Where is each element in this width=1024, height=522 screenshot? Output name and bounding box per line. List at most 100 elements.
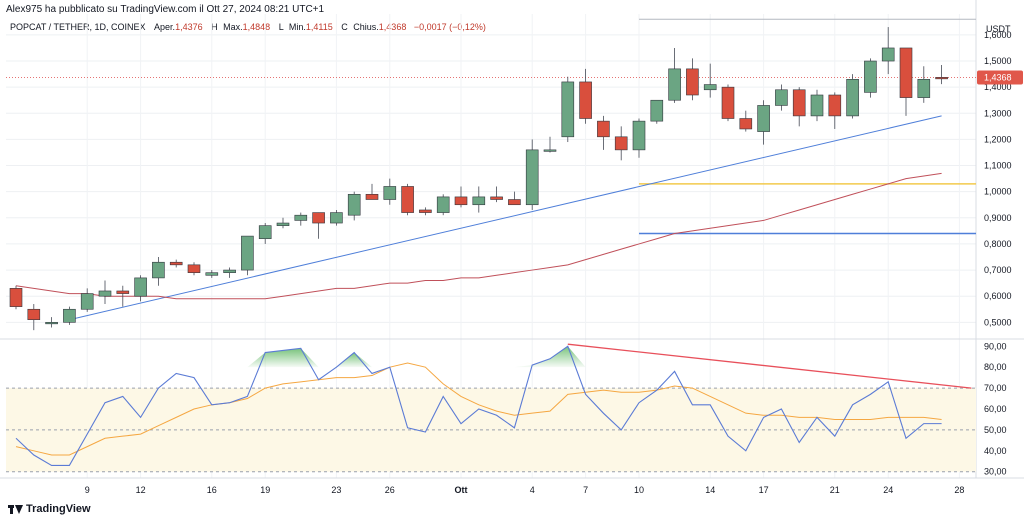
candle-body xyxy=(330,212,343,224)
candle-body xyxy=(401,186,414,213)
time-tick-label: 4 xyxy=(530,485,535,495)
candle-body xyxy=(668,68,681,101)
time-axis: 9 12 16 19 23 26 Ott 4 7 10 14 17 21 24 28 xyxy=(85,485,965,495)
time-tick-label: 10 xyxy=(634,485,644,495)
candle-body xyxy=(881,47,895,62)
candle-body xyxy=(846,79,859,117)
candle-body xyxy=(241,235,254,271)
candle-body xyxy=(152,261,165,279)
time-tick-label: 9 xyxy=(85,485,90,495)
divergence-line xyxy=(567,343,972,389)
rsi-overbought-fill xyxy=(336,352,372,368)
trend-line xyxy=(69,115,942,321)
time-tick-label: 17 xyxy=(759,485,769,495)
open-label: Aper. xyxy=(154,22,176,32)
candle-body xyxy=(686,68,699,96)
candle-body xyxy=(205,272,219,276)
rsi-ma-line xyxy=(15,362,942,456)
rsi-overbought-fill xyxy=(247,348,319,368)
time-tick-label: 12 xyxy=(136,485,146,495)
price-tick-label: 1,1000 xyxy=(984,161,1012,171)
brand-text: TradingView xyxy=(26,503,91,515)
time-tick-label: 28 xyxy=(954,485,964,495)
candle-body xyxy=(810,94,824,117)
time-tick-label: 19 xyxy=(260,485,270,495)
candle-body xyxy=(294,214,308,221)
symbol-label: POPCAT / TETHER, 1D, COINEX xyxy=(10,22,146,32)
high-prefix: Max. xyxy=(223,22,243,32)
price-tick-label: 0,9000 xyxy=(984,213,1012,223)
candle-body xyxy=(436,196,450,213)
candle-body xyxy=(9,288,23,307)
price-tick-label: 0,8000 xyxy=(984,239,1012,249)
time-tick-label: 23 xyxy=(331,485,341,495)
candle-body xyxy=(899,47,913,98)
close-prefix: Chius. xyxy=(353,22,379,32)
candle-body xyxy=(632,120,646,151)
change-value: −0,0017 (−0,12%) xyxy=(413,22,486,32)
low-prefix: Min. xyxy=(288,22,306,32)
candle-body xyxy=(597,120,610,138)
time-tick-label: 14 xyxy=(705,485,715,495)
rsi-tick-label: 50,00 xyxy=(984,425,1007,435)
candle-body xyxy=(63,308,76,323)
rsi-tick-label: 60,00 xyxy=(984,404,1007,414)
price-tick-label: 0,5000 xyxy=(984,317,1012,327)
rsi-tick-label: 90,00 xyxy=(984,341,1007,351)
candle-body xyxy=(739,118,753,130)
candle-body xyxy=(169,261,183,266)
currency-label: USDT xyxy=(986,24,1011,34)
time-tick-label: 16 xyxy=(207,485,217,495)
candle-body xyxy=(579,81,592,119)
price-tick-label: 0,7000 xyxy=(984,265,1012,275)
candle-body xyxy=(187,264,201,273)
candle-body xyxy=(45,322,58,325)
candle-body xyxy=(347,193,361,216)
candle-body xyxy=(614,136,628,151)
candle-body xyxy=(258,225,272,240)
candle-body xyxy=(792,89,806,117)
last-price-tag-label: 1,4368 xyxy=(984,73,1012,83)
open-value: 1,4376 xyxy=(175,22,203,32)
candle-body xyxy=(775,89,788,106)
low-label: L xyxy=(278,22,284,32)
high-value: 1,4848 xyxy=(242,22,271,32)
time-tick-label: Ott xyxy=(455,485,468,495)
moving-average-line xyxy=(15,172,942,300)
price-tick-label: 1,5000 xyxy=(984,56,1012,66)
candle-body xyxy=(116,290,130,294)
candle-body xyxy=(27,308,41,321)
last-price-tag xyxy=(977,70,1023,85)
candle-body xyxy=(561,81,575,138)
rsi-band-background xyxy=(6,388,976,472)
rsi-tick-label: 80,00 xyxy=(984,362,1007,372)
price-tick-label: 1,3000 xyxy=(984,108,1012,118)
rsi-tick-label: 70,00 xyxy=(984,383,1007,393)
price-tick-label: 0,6000 xyxy=(984,291,1012,301)
low-value: 1,4115 xyxy=(305,22,333,32)
candle-body xyxy=(490,196,503,200)
candle-body xyxy=(223,269,236,273)
rsi-line xyxy=(15,345,942,467)
price-tick-label: 1,2000 xyxy=(984,134,1012,144)
close-value: 1,4368 xyxy=(378,22,407,32)
price-tick-label: 1,0000 xyxy=(984,187,1012,197)
candle-body xyxy=(917,79,931,98)
rsi-tick-label: 40,00 xyxy=(984,446,1007,456)
candle-body xyxy=(650,99,664,122)
publisher-info: Alex975 ha pubblicato su TradingView.com… xyxy=(6,4,325,15)
time-tick-label: 26 xyxy=(385,485,395,495)
candle-body xyxy=(721,86,735,119)
candle-body xyxy=(454,196,468,206)
tradingview-brand: TradingView xyxy=(8,503,91,515)
time-tick-label: 24 xyxy=(883,485,893,495)
candle-body xyxy=(543,149,557,152)
close-label: C xyxy=(341,22,348,32)
rsi-tick-label: 30,00 xyxy=(984,467,1007,477)
candle-body xyxy=(757,105,770,132)
candle-body xyxy=(472,196,486,206)
candle-body xyxy=(828,94,842,117)
candle-body xyxy=(383,186,397,200)
